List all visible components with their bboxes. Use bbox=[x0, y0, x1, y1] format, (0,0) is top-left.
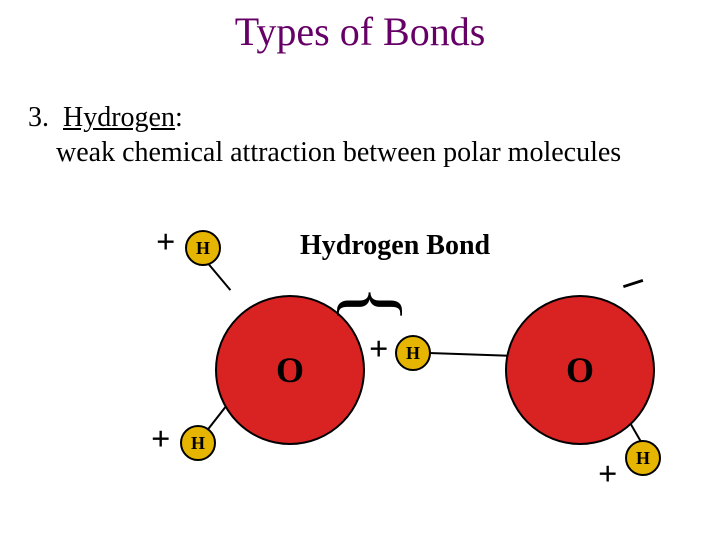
definition: weak chemical attraction between polar m… bbox=[56, 137, 621, 168]
hydrogen-atom: H bbox=[185, 230, 221, 266]
hydrogen-label: H bbox=[191, 433, 205, 454]
body-text: 3. Hydrogen: weak chemical attraction be… bbox=[28, 100, 621, 170]
plus-sign: + bbox=[156, 226, 175, 260]
brace-icon: { bbox=[335, 285, 413, 322]
oxygen-label: O bbox=[276, 349, 304, 391]
slide-title: Types of Bonds bbox=[0, 8, 720, 55]
bond-line bbox=[429, 352, 509, 357]
plus-sign: + bbox=[369, 333, 388, 367]
hydrogen-atom: H bbox=[180, 425, 216, 461]
hydrogen-bond-diagram: O H + H + O H + H + – Hydrogen Bond { bbox=[120, 220, 680, 500]
oxygen-label: O bbox=[566, 349, 594, 391]
hydrogen-label: H bbox=[196, 238, 210, 259]
plus-sign: + bbox=[598, 458, 617, 492]
hydrogen-label: H bbox=[636, 448, 650, 469]
hydrogen-label: H bbox=[406, 343, 420, 364]
bond-title-label: Hydrogen Bond bbox=[300, 230, 490, 262]
term: Hydrogen bbox=[63, 102, 175, 133]
hydrogen-atom: H bbox=[625, 440, 661, 476]
plus-sign: + bbox=[151, 423, 170, 457]
bullet-number: 3. bbox=[28, 102, 49, 133]
oxygen-atom: O bbox=[505, 295, 655, 445]
minus-sign: – bbox=[616, 258, 647, 302]
slide: Types of Bonds 3. Hydrogen: weak chemica… bbox=[0, 0, 720, 540]
term-colon: : bbox=[175, 102, 183, 133]
hydrogen-atom: H bbox=[395, 335, 431, 371]
